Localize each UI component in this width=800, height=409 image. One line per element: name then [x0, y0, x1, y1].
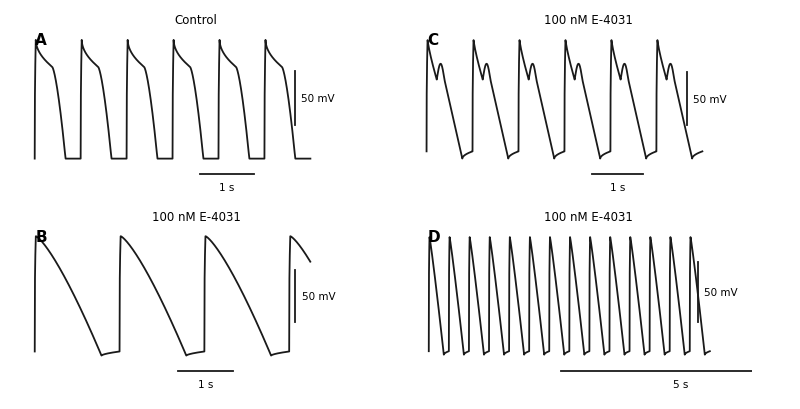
Text: 100 nM E-4031: 100 nM E-4031 [543, 14, 633, 27]
Text: 50 mV: 50 mV [704, 287, 738, 297]
Text: 50 mV: 50 mV [301, 94, 334, 104]
Text: 5 s: 5 s [673, 379, 688, 389]
Text: D: D [427, 229, 440, 245]
Text: 50 mV: 50 mV [302, 291, 336, 301]
Text: 100 nM E-4031: 100 nM E-4031 [543, 210, 633, 223]
Text: 1 s: 1 s [610, 183, 626, 193]
Text: Control: Control [174, 14, 218, 27]
Text: C: C [427, 33, 438, 48]
Text: 100 nM E-4031: 100 nM E-4031 [151, 210, 241, 223]
Text: 1 s: 1 s [219, 183, 235, 193]
Text: 50 mV: 50 mV [693, 94, 726, 104]
Text: A: A [35, 33, 47, 48]
Text: 1 s: 1 s [198, 379, 213, 389]
Text: B: B [35, 229, 47, 245]
